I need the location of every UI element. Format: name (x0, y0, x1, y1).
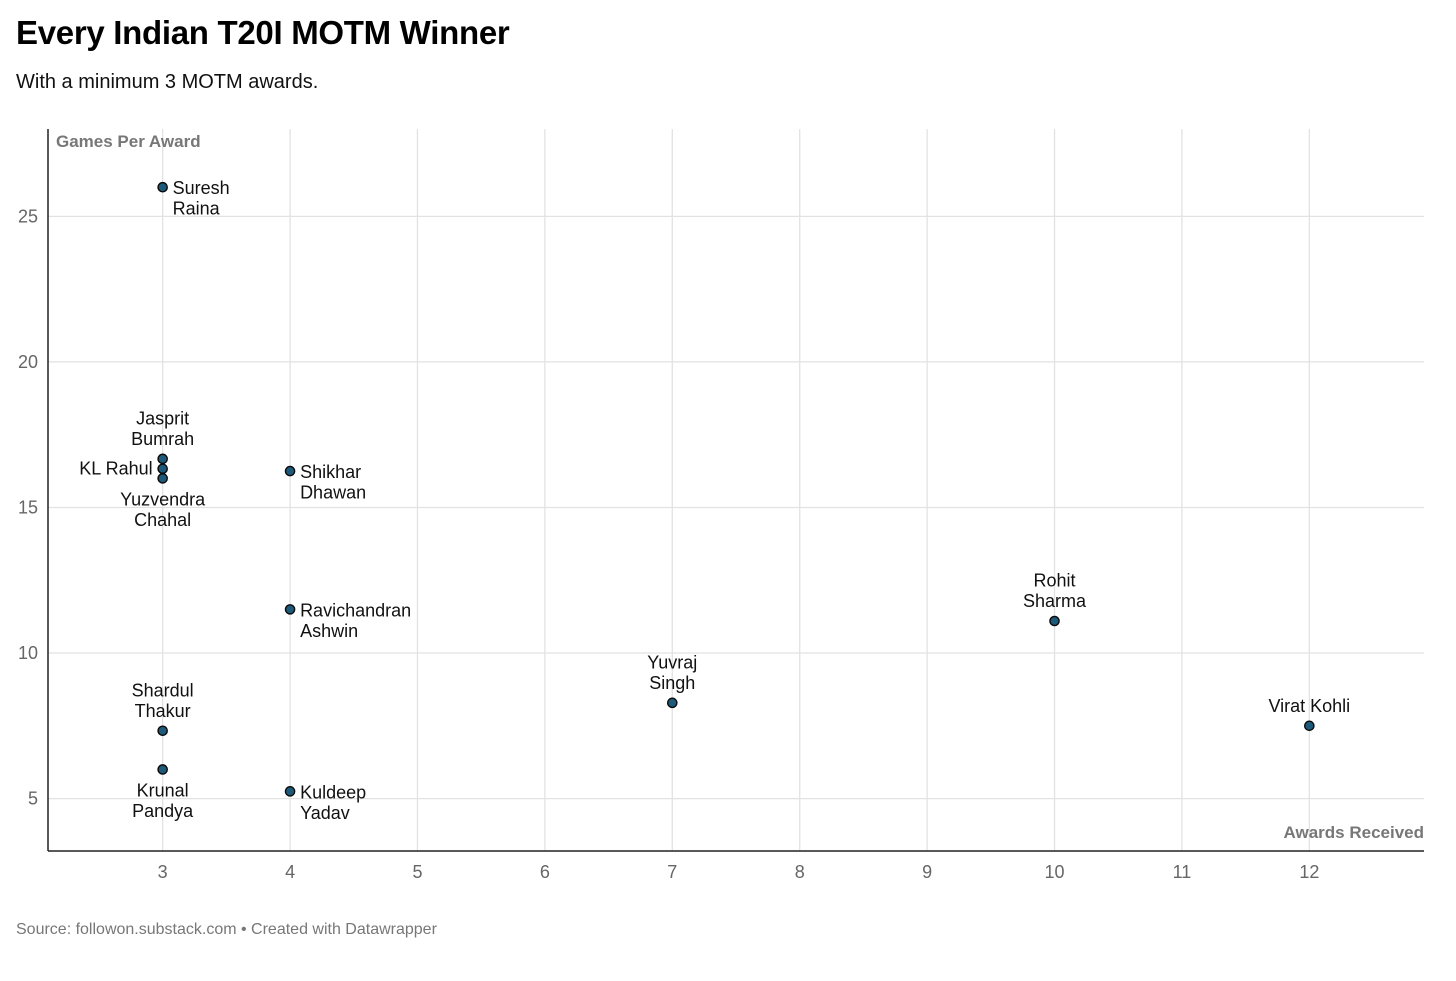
x-axis-title: Awards Received (1284, 823, 1424, 842)
data-point (157, 473, 168, 484)
x-tick-label: 4 (285, 862, 295, 882)
point-label: Yuzvendra Chahal (120, 489, 206, 530)
horizontal-gridlines (48, 215, 1424, 800)
point-labels: Suresh Raina Jasprit Bumrah KL Rahul Yuzvendr… (79, 178, 1350, 823)
x-tick-label: 9 (922, 862, 932, 882)
point-label: Yuvraj Singh (647, 652, 697, 693)
point-label-line: Sharma (1023, 591, 1087, 611)
data-point (284, 786, 296, 797)
point-label-line: Virat Kohli (1268, 696, 1350, 716)
point-label: Ravichandran Ashwin (300, 600, 411, 641)
point-label: Rohit Sharma (1023, 571, 1087, 612)
y-tick-labels: 5 10 15 20 25 (18, 206, 38, 808)
point-label-line: Chahal (134, 510, 191, 530)
point-label: Shardul Thakur (132, 680, 194, 721)
x-tick-label: 7 (667, 862, 677, 882)
point-label-line: Rohit (1034, 571, 1076, 591)
source-note: Source: followon.substack.com • Created … (16, 921, 437, 938)
point-label: Kuldeep Yadav (300, 782, 366, 823)
y-tick-label: 5 (28, 789, 38, 809)
data-point (666, 697, 678, 709)
data-point (157, 764, 168, 775)
data-point (284, 604, 296, 615)
point-label-line: Suresh (173, 178, 230, 198)
point-label-line: Jasprit (136, 408, 189, 428)
data-points (157, 181, 1315, 797)
point-label-line: Krunal (137, 780, 189, 800)
x-tick-label: 5 (412, 862, 422, 882)
chart-subtitle: With a minimum 3 MOTM awards. (16, 71, 319, 93)
point-label: KL Rahul (79, 459, 152, 479)
y-tick-label: 15 (18, 497, 38, 517)
chart-title: Every Indian T20I MOTM Winner (16, 14, 510, 51)
x-tick-label: 3 (158, 862, 168, 882)
point-label-line: Pandya (132, 801, 194, 821)
point-label-line: Ravichandran (300, 600, 411, 620)
point-label-line: Shardul (132, 680, 194, 700)
axes (47, 129, 1424, 852)
x-tick-label: 6 (540, 862, 550, 882)
x-tick-label: 8 (795, 862, 805, 882)
point-label-line: Yuzvendra (120, 489, 206, 509)
point-label-line: Yadav (300, 803, 350, 823)
point-label-line: Singh (649, 673, 695, 693)
y-axis-title: Games Per Award (56, 132, 201, 151)
x-tick-labels: 3 4 5 6 7 8 9 10 11 12 (158, 862, 1320, 882)
y-tick-label: 10 (18, 643, 38, 663)
data-point (157, 725, 168, 737)
point-label: Jasprit Bumrah (131, 408, 194, 449)
point-label-line: Ashwin (300, 621, 358, 641)
data-point (1049, 615, 1060, 627)
data-point (284, 465, 296, 477)
point-label-line: Thakur (135, 701, 191, 721)
point-label-line: KL Rahul (79, 459, 152, 479)
point-label-line: Raina (173, 199, 221, 219)
point-label: Shikhar Dhawan (300, 462, 366, 503)
x-tick-label: 10 (1045, 862, 1065, 882)
point-label-line: Bumrah (131, 429, 194, 449)
data-point (157, 463, 168, 475)
data-point (157, 453, 168, 465)
point-label-line: Dhawan (300, 483, 366, 503)
point-label: Krunal Pandya (132, 780, 194, 821)
point-label-line: Kuldeep (300, 782, 366, 802)
x-tick-label: 11 (1173, 862, 1192, 882)
data-point (157, 181, 168, 193)
data-point (1304, 720, 1315, 732)
y-tick-label: 20 (18, 352, 38, 372)
y-tick-label: 25 (18, 206, 38, 226)
point-label-line: Shikhar (300, 462, 361, 482)
point-label-line: Yuvraj (647, 652, 697, 672)
point-label: Suresh Raina (173, 178, 230, 219)
point-label: Virat Kohli (1268, 696, 1350, 716)
x-tick-label: 12 (1299, 862, 1319, 882)
